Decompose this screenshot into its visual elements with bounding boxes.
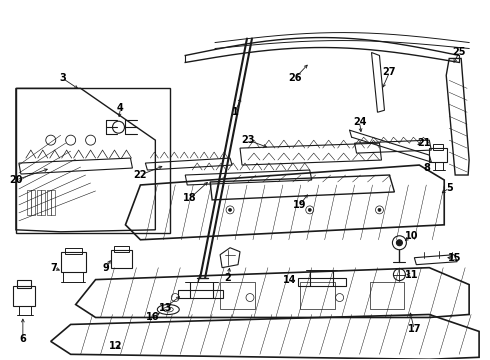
Text: 1: 1 [232,107,239,117]
Bar [429,148,447,162]
Bar [13,285,35,306]
Bar [65,248,82,254]
Circle shape [308,208,311,211]
Bar [17,280,31,288]
Bar [16,88,171,233]
Circle shape [378,208,381,211]
Text: 25: 25 [452,48,466,58]
Bar [114,246,129,252]
Circle shape [396,240,402,246]
Text: 20: 20 [9,175,23,185]
Text: 6: 6 [20,334,26,345]
Text: 21: 21 [417,138,431,148]
Text: 7: 7 [50,263,57,273]
Text: 17: 17 [408,324,421,334]
Text: 24: 24 [353,117,367,127]
Text: 11: 11 [405,270,418,280]
Text: 27: 27 [383,67,396,77]
Text: 10: 10 [405,231,418,241]
Text: 3: 3 [59,73,66,84]
Text: 4: 4 [117,103,124,113]
Bar [111,250,132,268]
Bar [61,252,86,272]
Text: 22: 22 [134,170,147,180]
Text: 8: 8 [424,163,431,173]
Text: 19: 19 [293,200,307,210]
Bar [220,282,255,310]
Text: 2: 2 [225,273,231,283]
Text: 18: 18 [183,193,197,203]
Text: 12: 12 [109,341,122,351]
Bar [47,190,55,215]
Bar [300,282,335,310]
Bar [37,190,45,215]
Text: 13: 13 [159,302,172,312]
Bar [369,282,404,310]
Circle shape [228,208,232,211]
Bar [27,190,35,215]
Text: 16: 16 [146,312,159,323]
Text: 14: 14 [283,275,296,285]
Text: 26: 26 [288,73,301,84]
Text: 23: 23 [241,135,255,145]
Text: 9: 9 [102,263,109,273]
Bar [178,289,223,298]
Text: 15: 15 [447,253,461,263]
Bar [433,144,443,150]
Text: 5: 5 [446,183,453,193]
Bar [298,278,345,285]
